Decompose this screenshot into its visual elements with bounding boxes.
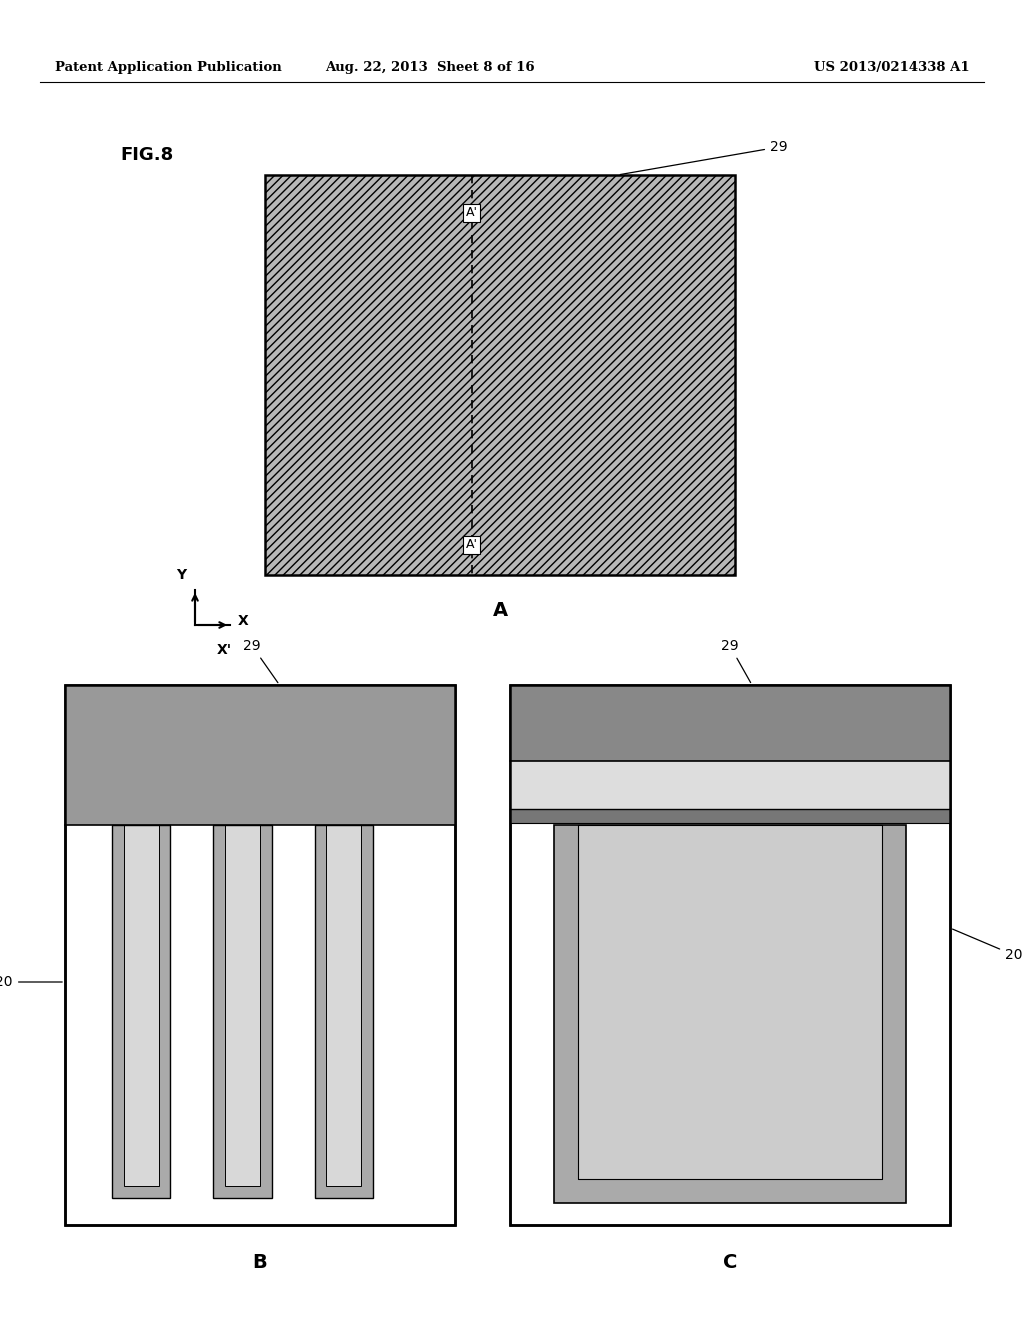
Text: US 2013/0214338 A1: US 2013/0214338 A1: [814, 62, 970, 74]
Bar: [225, 825, 260, 1187]
Text: A: A: [493, 601, 508, 619]
Bar: [225, 825, 260, 1187]
Text: 20: 20: [952, 929, 1023, 962]
Text: A': A': [466, 206, 478, 219]
Bar: [510, 685, 950, 760]
Bar: [510, 809, 950, 822]
Text: B: B: [253, 1254, 267, 1272]
Text: 29: 29: [721, 639, 751, 682]
Bar: [213, 825, 271, 1199]
Bar: [327, 825, 361, 1187]
Text: FIG.8: FIG.8: [120, 147, 173, 164]
Bar: [112, 825, 170, 1199]
Bar: [554, 825, 906, 1204]
Text: X: X: [238, 614, 249, 628]
Bar: [314, 825, 373, 1199]
Bar: [579, 825, 882, 1179]
Bar: [579, 825, 882, 1179]
Bar: [124, 825, 159, 1187]
Text: Aug. 22, 2013  Sheet 8 of 16: Aug. 22, 2013 Sheet 8 of 16: [326, 62, 535, 74]
Text: X': X': [216, 643, 231, 657]
Bar: [510, 685, 950, 1225]
Text: Y: Y: [176, 568, 186, 582]
Bar: [579, 825, 882, 1179]
Bar: [510, 760, 950, 809]
Bar: [510, 685, 950, 1225]
Bar: [65, 685, 455, 1225]
Bar: [327, 825, 361, 1187]
Bar: [882, 825, 906, 1204]
Bar: [65, 685, 455, 825]
Bar: [213, 825, 271, 1199]
Text: 29: 29: [621, 140, 787, 174]
Bar: [554, 1179, 906, 1204]
Bar: [265, 176, 735, 576]
Text: Patent Application Publication: Patent Application Publication: [55, 62, 282, 74]
Text: 29: 29: [244, 639, 278, 682]
Text: C: C: [723, 1254, 737, 1272]
Text: A': A': [466, 539, 478, 552]
Bar: [124, 825, 159, 1187]
Bar: [314, 825, 373, 1199]
Bar: [554, 825, 579, 1204]
Text: 20: 20: [0, 975, 62, 989]
Bar: [554, 825, 906, 1204]
Bar: [65, 685, 455, 1225]
Bar: [112, 825, 170, 1199]
